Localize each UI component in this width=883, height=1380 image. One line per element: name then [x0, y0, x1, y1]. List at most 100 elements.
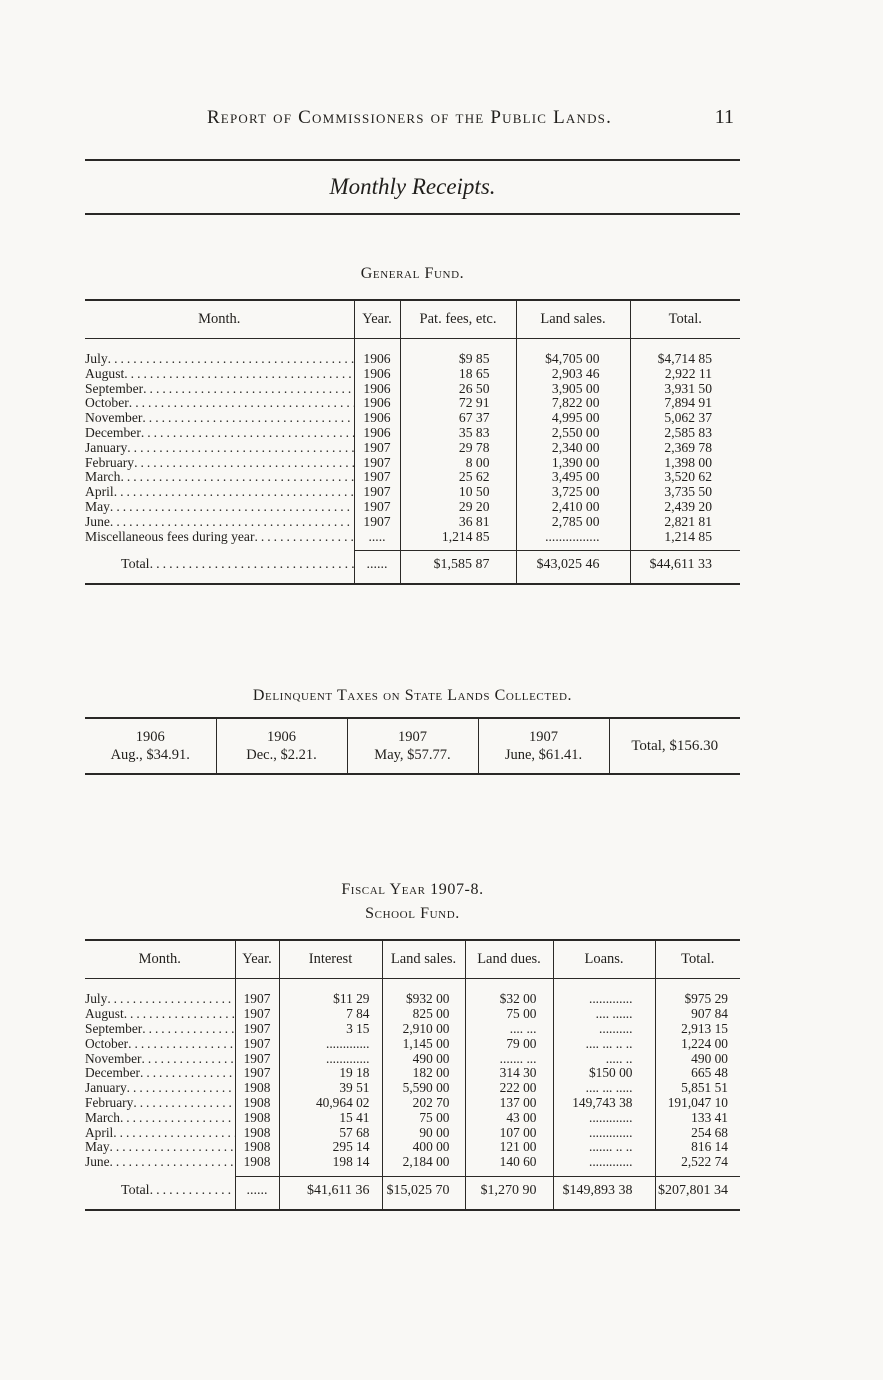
- cell-grand-total: $44,611 33: [629, 550, 740, 585]
- dot-leader: [142, 411, 353, 426]
- dot-leader: [140, 1066, 234, 1081]
- month-label: September: [85, 381, 144, 396]
- cell-year: 1907: [353, 440, 400, 456]
- cell-sales: 2,184 00: [381, 1154, 465, 1177]
- cell-interest: 198 14: [278, 1154, 382, 1177]
- cell-year: 1906: [353, 381, 400, 397]
- cell-month: May: [85, 500, 354, 515]
- delinquent-total-cell: Total, $156.30: [608, 718, 740, 775]
- cell-sales: 2,550 00: [515, 425, 630, 441]
- month-label: April: [85, 1125, 114, 1140]
- dot-leader: [107, 992, 234, 1007]
- cell-sales: 490 00: [381, 1051, 465, 1067]
- cell-month: February: [85, 1096, 235, 1111]
- column-header-year: Year.: [234, 940, 279, 980]
- cell-sales: 2,903 46: [515, 366, 630, 382]
- month-label: September: [85, 1021, 143, 1036]
- cell-dues: 314 30: [464, 1066, 553, 1082]
- dot-leader: [150, 557, 354, 573]
- cell-loans: ..... ..: [552, 1051, 655, 1067]
- cell-total: 3,520 62: [629, 470, 740, 486]
- dot-leader: [124, 367, 353, 382]
- delinquent-value: May, $57.77.: [374, 747, 451, 764]
- column-header-month: Month.: [85, 940, 235, 980]
- cell-total: 816 14: [654, 1140, 740, 1156]
- cell-sales: 2,340 00: [515, 440, 630, 456]
- table-row: Miscellaneous fees during year.....1,214…: [85, 529, 740, 551]
- cell-month: January: [85, 441, 354, 456]
- delinquent-row: 1906 Aug., $34.91. 1906 Dec., $2.21. 190…: [85, 718, 740, 775]
- cell-interest: 39 51: [278, 1080, 382, 1096]
- cell-total: 1,214 85: [629, 529, 740, 551]
- cell-sales: 202 70: [381, 1095, 465, 1111]
- cell-total: 907 84: [654, 1006, 740, 1022]
- cell-month: February: [85, 456, 354, 471]
- total-row: Total ...... $41,611 36 $15,025 70 $1,27…: [85, 1175, 740, 1210]
- month-label: January: [85, 1081, 127, 1096]
- cell-total: 254 68: [654, 1125, 740, 1141]
- cell-dues: 75 00: [464, 1006, 553, 1022]
- cell-fees: 36 81: [399, 514, 516, 530]
- cell-interest: 19 18: [278, 1066, 382, 1082]
- cell-year: 1908: [234, 1080, 279, 1096]
- table-row: November1907.............490 00....... .…: [85, 1051, 740, 1067]
- cell-interest: $11 29: [278, 978, 382, 1008]
- cell-month: March: [85, 1111, 235, 1126]
- cell-year: 1907: [234, 1006, 279, 1022]
- delinquent-cell: 1907 May, $57.77.: [346, 718, 478, 775]
- cell-total: 2,913 15: [654, 1021, 740, 1037]
- cell-month: March: [85, 470, 354, 485]
- cell-total: 2,922 11: [629, 366, 740, 382]
- delinquent-cell: 1906 Aug., $34.91.: [85, 718, 216, 774]
- cell-total: 7,894 91: [629, 396, 740, 412]
- cell-fees: 67 37: [399, 410, 516, 426]
- cell-sales: $4,705 00: [515, 338, 630, 367]
- cell-year: 1906: [353, 338, 400, 367]
- cell-month: July: [85, 339, 354, 367]
- cell-month: December: [85, 1066, 235, 1081]
- column-header-year: Year.: [353, 300, 400, 339]
- column-header-fees: Pat. fees, etc.: [399, 300, 516, 339]
- cell-loans: .............: [552, 978, 655, 1008]
- dot-leader: [114, 485, 354, 500]
- cell-year: 1906: [353, 396, 400, 412]
- dot-leader: [108, 352, 354, 367]
- page-header: Report of Commissioners of the Public La…: [85, 106, 740, 129]
- cell-month: October: [85, 1037, 235, 1052]
- column-header-land-dues: Land dues.: [464, 940, 553, 980]
- general-fund-table: Month. Year. Pat. fees, etc. Land sales.…: [85, 299, 740, 586]
- cell-dues: 121 00: [464, 1140, 553, 1156]
- cell-year: ......: [353, 550, 400, 585]
- total-label: Total: [121, 557, 150, 573]
- dot-leader: [254, 530, 353, 545]
- page-number: 11: [714, 106, 734, 128]
- cell-loans: .............: [552, 1154, 655, 1177]
- month-label: Miscellaneous fees during year: [85, 529, 255, 544]
- cell-total: 490 00: [654, 1051, 740, 1067]
- month-label: March: [85, 1110, 120, 1125]
- school-fund-table: Month. Year. Interest Land sales. Land d…: [85, 939, 740, 1211]
- cell-sales: 400 00: [381, 1140, 465, 1156]
- cell-dues: 222 00: [464, 1080, 553, 1096]
- cell-loans: ..........: [552, 1021, 655, 1037]
- page-title: Report of Commissioners of the Public La…: [206, 107, 613, 128]
- cell-total: 1,224 00: [654, 1036, 740, 1052]
- cell-loans: .... ... .. ..: [552, 1036, 655, 1052]
- dot-leader: [110, 515, 354, 530]
- cell-sales: 3,905 00: [515, 381, 630, 397]
- cell-sales: 7,822 00: [515, 396, 630, 412]
- dot-leader: [129, 396, 354, 411]
- cell-dues-total: $1,270 90: [464, 1175, 553, 1210]
- delinquent-value: Dec., $2.21.: [246, 747, 317, 764]
- month-label: October: [85, 396, 129, 411]
- cell-month: January: [85, 1081, 235, 1096]
- total-label-cell: Total: [85, 1176, 235, 1210]
- cell-month: October: [85, 396, 354, 411]
